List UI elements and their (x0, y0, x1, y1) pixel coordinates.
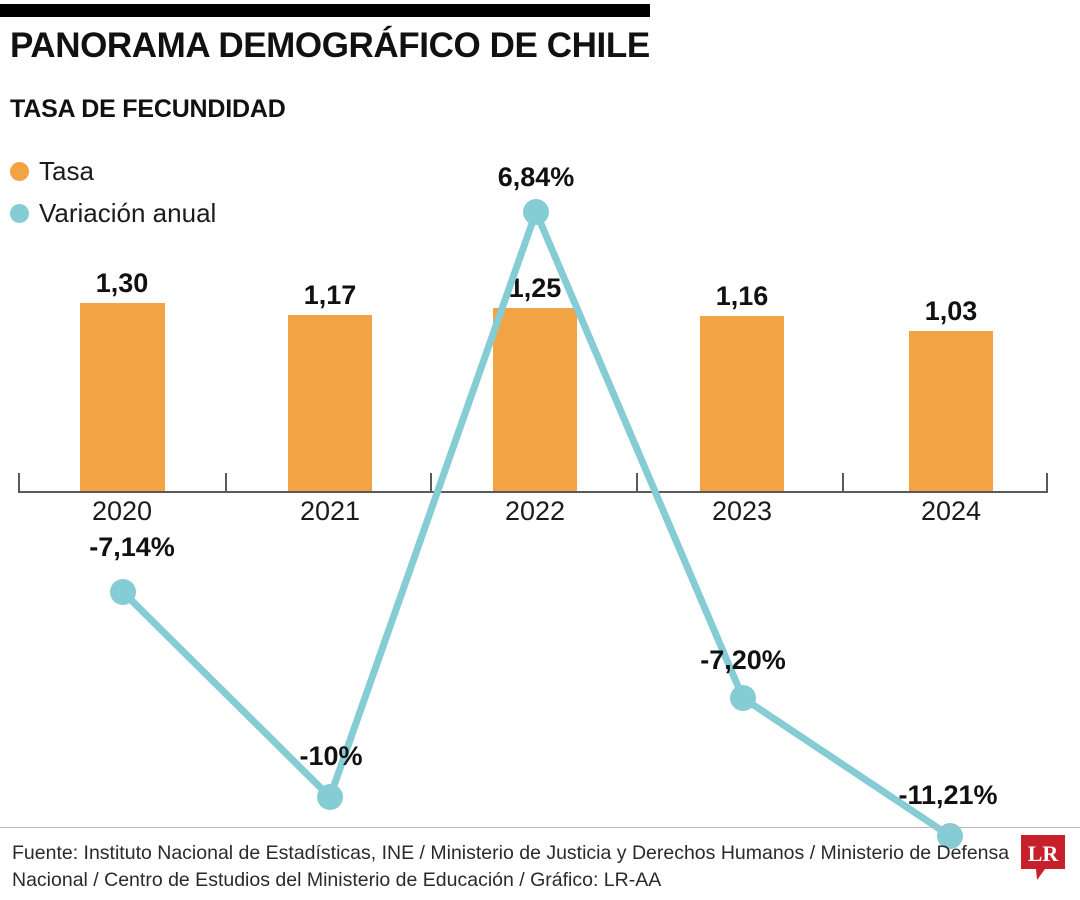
page-title: PANORAMA DEMOGRÁFICO DE CHILE (10, 26, 650, 65)
x-axis-label-2024: 2024 (920, 496, 982, 526)
chart-subtitle: TASA DE FECUNDIDAD (10, 95, 286, 123)
top-rule (0, 4, 650, 17)
variation-point-2021 (317, 784, 343, 810)
x-axis-label-2023: 2023 (711, 496, 773, 526)
x-axis-label-2021: 2021 (299, 496, 361, 526)
variation-point-2020 (110, 579, 136, 605)
bar-value-2024: 1,03 (924, 296, 978, 326)
variation-point-2023 (730, 685, 756, 711)
axis-tick (1046, 473, 1048, 491)
bar-value-2020: 1,30 (95, 268, 149, 298)
bar-2024[interactable] (909, 331, 993, 491)
bar-2023[interactable] (700, 316, 784, 491)
variation-label-2020: -7,14% (89, 532, 175, 562)
variation-point-2022 (523, 199, 549, 225)
variation-label-2024: -11,21% (898, 780, 998, 810)
bar-value-2022: 1,25 (508, 273, 562, 303)
legend-dot-icon (10, 161, 29, 181)
x-axis-label-2022: 2022 (504, 496, 566, 526)
legend-item-tasa[interactable]: Tasa (10, 150, 216, 192)
footer-divider (0, 827, 1080, 828)
axis-tick (225, 473, 227, 491)
legend-label: Variación anual (39, 197, 217, 228)
bar-value-2023: 1,16 (715, 281, 769, 311)
source-note: Fuente: Instituto Nacional de Estadístic… (12, 842, 1010, 891)
variation-label-2021: -10% (299, 741, 363, 771)
axis-tick (636, 473, 638, 491)
svg-text:LR: LR (1028, 841, 1060, 866)
variation-label-2023: -7,20% (700, 645, 786, 675)
axis-tick (842, 473, 844, 491)
lr-logo-icon[interactable]: LR (1019, 833, 1067, 881)
x-axis-line (18, 491, 1048, 493)
legend-label: Tasa (39, 155, 94, 186)
variation-label-2022: 6,84% (497, 162, 575, 192)
axis-tick (18, 473, 20, 491)
legend-dot-icon (10, 203, 29, 223)
bar-value-2021: 1,17 (303, 280, 357, 310)
bar-2021[interactable] (288, 315, 372, 491)
x-axis-label-2020: 2020 (91, 496, 153, 526)
axis-tick (430, 473, 432, 491)
bar-2022[interactable] (493, 308, 577, 491)
chart-legend: Tasa Variación anual (10, 150, 216, 234)
bar-2020[interactable] (80, 303, 165, 491)
legend-item-variacion-anual[interactable]: Variación anual (10, 192, 216, 234)
